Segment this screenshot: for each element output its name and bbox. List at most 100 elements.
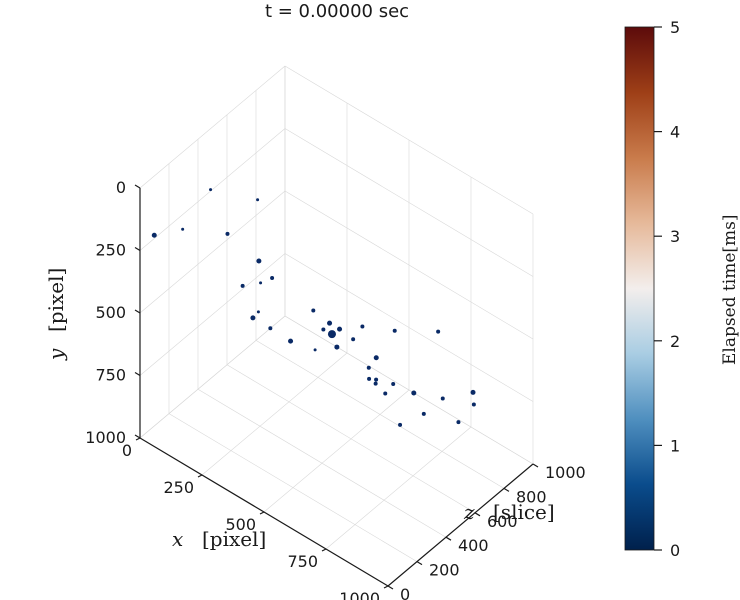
x-tick-mark <box>321 548 327 552</box>
y-tick-label: 500 <box>95 303 126 322</box>
colorbar-tick-label: 5 <box>670 18 680 37</box>
z-tick-mark <box>445 536 452 541</box>
scatter-point <box>311 308 316 313</box>
scatter-point <box>391 381 396 386</box>
x-tick-mark <box>197 474 203 478</box>
scatter-point <box>313 348 317 352</box>
grid-line <box>226 364 476 514</box>
x-tick-mark <box>383 585 389 589</box>
y-tick-mark <box>134 309 141 314</box>
z-tick-label: 200 <box>429 561 460 580</box>
y-tick-label: 250 <box>95 241 126 260</box>
scatter-point <box>440 396 445 401</box>
z-tick-labels: 0 200 400 600 800 1000 <box>400 463 586 600</box>
x-tick-label: 500 <box>225 515 256 534</box>
z-tick-mark <box>532 463 539 468</box>
colorbar-tick-label: 3 <box>670 227 680 246</box>
scatter-point <box>327 330 336 339</box>
scatter-point <box>421 411 426 416</box>
scatter-point <box>259 281 263 285</box>
x-tick-mark <box>135 437 141 441</box>
x-axis-line <box>139 437 389 587</box>
scatter-point <box>392 328 397 333</box>
scatter-point <box>373 381 378 386</box>
grid-line <box>325 426 472 550</box>
scatter-point <box>181 227 185 231</box>
grid-line <box>139 190 286 314</box>
scatter-point <box>456 420 461 425</box>
x-tick-label: 0 <box>122 441 132 460</box>
z-tick-mark <box>416 561 423 566</box>
scatter-point <box>367 376 372 381</box>
grid-line <box>255 340 505 489</box>
y-tick-mark <box>134 184 141 189</box>
colorbar-tick-label: 4 <box>670 123 680 142</box>
x-tick-label: 750 <box>287 552 318 571</box>
x-axis-label-unit: [pixel] <box>202 527 266 551</box>
grid-line <box>284 128 534 277</box>
z-axis-label-unit: [slice] <box>493 500 555 524</box>
scatter-point <box>383 391 388 396</box>
z-axis-label: z [slice] <box>463 500 555 524</box>
grid-line <box>139 128 286 251</box>
y-axis-label-unit: [pixel] <box>44 268 68 332</box>
grid-line <box>139 315 286 439</box>
y-axis-label: y [pixel] <box>44 268 68 361</box>
scatter-point <box>373 355 379 361</box>
y-axis-label-var: y <box>44 348 68 361</box>
colorbar-label: Elapsed time[ms] <box>720 215 740 366</box>
scatter-point <box>411 390 417 396</box>
z-axis-label-var: z <box>463 500 475 524</box>
x-tick-label: 250 <box>163 478 194 497</box>
x-axis-label: x [pixel] <box>172 527 266 551</box>
scatter-point <box>256 310 260 314</box>
grid-line <box>284 65 534 215</box>
z-tick-mark <box>474 512 481 517</box>
scatter-point <box>250 315 256 321</box>
z-tick-label: 600 <box>487 512 518 531</box>
z-tick-label: 400 <box>458 536 489 555</box>
z-tick-label: 800 <box>516 487 547 506</box>
scatter-points <box>151 188 476 427</box>
z-tick-label: 1000 <box>545 463 586 482</box>
grid-line <box>139 65 286 189</box>
grid-line <box>201 352 348 476</box>
scatter-point <box>256 198 260 202</box>
y-tick-label: 1000 <box>85 428 126 447</box>
grid-lines <box>139 65 534 587</box>
scatter-point <box>209 188 213 192</box>
grid-line <box>139 253 286 376</box>
y-tick-label: 750 <box>95 366 126 385</box>
z-tick-mark <box>387 585 394 590</box>
scatter-point <box>337 326 343 332</box>
scatter-point <box>225 231 230 236</box>
scatter-point <box>256 258 262 264</box>
grid-line <box>284 190 534 340</box>
scatter-point <box>374 377 379 382</box>
y-tick-label: 0 <box>116 178 126 197</box>
z-tick-label: 0 <box>400 585 410 600</box>
y-tick-mark <box>134 371 141 377</box>
scatter-point <box>398 422 403 427</box>
z-axis-line <box>387 463 534 587</box>
scatter-point <box>351 337 356 342</box>
x-tick-mark <box>259 511 265 515</box>
colorbar-tick-label: 1 <box>670 436 680 455</box>
scatter-point <box>366 365 371 370</box>
scatter-point <box>151 232 157 238</box>
grid-line <box>263 389 410 513</box>
scatter-point <box>268 326 273 331</box>
colorbar-tick-label: 0 <box>670 541 680 560</box>
scatter-point <box>470 389 476 395</box>
scatter-point <box>321 327 326 332</box>
colorbar <box>624 26 655 551</box>
chart-title: t = 0.00000 sec <box>265 1 409 22</box>
x-tick-label: 1000 <box>339 589 380 600</box>
z-tick-mark <box>503 487 510 492</box>
scatter-point <box>360 324 365 329</box>
scatter-point <box>327 320 333 326</box>
y-tick-labels: 0 250 500 750 1000 <box>85 178 126 447</box>
axes <box>134 26 662 590</box>
scatter-point <box>436 329 441 334</box>
